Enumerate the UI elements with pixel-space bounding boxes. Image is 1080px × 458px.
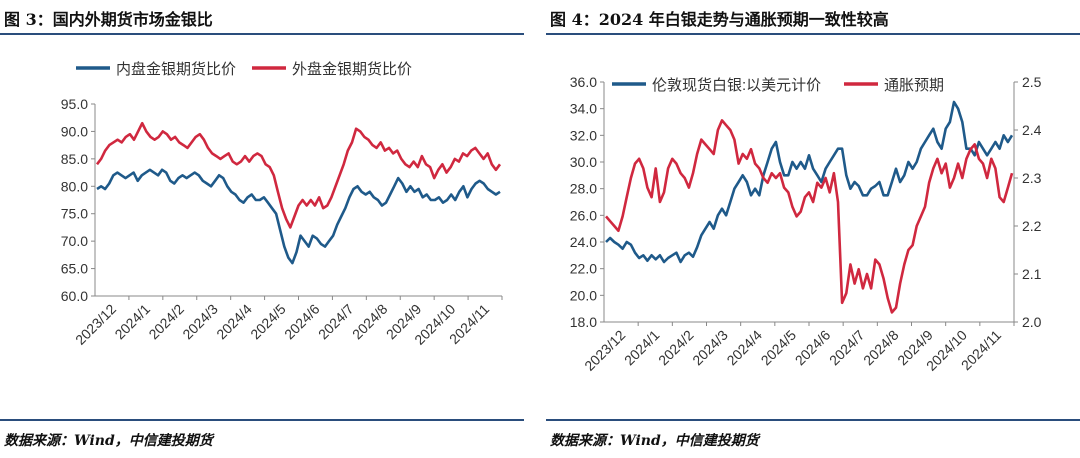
x-tick-label: 2024/5 xyxy=(247,301,289,343)
y-right-tick-label: 2.0 xyxy=(1022,314,1042,330)
figure-3-title-rule xyxy=(0,33,524,35)
y-tick-label: 75.0 xyxy=(61,206,88,222)
y-tick-label: 60.0 xyxy=(61,288,88,304)
legend-label-1: 内盘金银期货比价 xyxy=(116,60,236,78)
figure-3-panel: 图 3：国内外期货市场金银比 95.0 90.0 85.0 80.0 75.0 70.0 6… xyxy=(0,0,524,458)
y-tick-label: 90.0 xyxy=(61,123,88,139)
y-tick-label: 28.0 xyxy=(570,181,597,197)
y-tick-label: 65.0 xyxy=(61,261,88,277)
x-tick-label: 2024/2 xyxy=(655,327,697,369)
x-tick-label: 2024/8 xyxy=(349,301,391,343)
figure-4-panel: 图 4：2024 年白银走势与通胀预期一致性较高 36.0 34.0 32.0 30.… xyxy=(546,0,1080,458)
figure-3-title: 图 3：国内外期货市场金银比 xyxy=(4,10,213,29)
series-line-1 xyxy=(605,100,1014,264)
y-right-tick-label: 2.1 xyxy=(1022,266,1042,282)
figure-4-source-rule xyxy=(546,419,1080,421)
x-tick-label: 2024/8 xyxy=(860,327,902,369)
series-line-1 xyxy=(96,168,501,265)
x-tick-label: 2024/1 xyxy=(621,327,663,369)
y-right-tick-label: 2.4 xyxy=(1022,122,1042,138)
y-tick-label: 70.0 xyxy=(61,233,88,249)
figure-3-source-rule xyxy=(0,419,524,421)
x-tick-label: 2024/3 xyxy=(179,301,221,343)
y-right-tick-label: 2.3 xyxy=(1022,170,1042,186)
y-tick-label: 34.0 xyxy=(570,101,597,117)
x-tick-label: 2024/2 xyxy=(145,301,187,343)
y-tick-label: 95.0 xyxy=(61,96,88,112)
y-tick-label: 26.0 xyxy=(570,207,597,223)
silver-inflation-chart: 36.0 34.0 32.0 30.0 28.0 26.0 24.0 22.0 20.0 18.0… xyxy=(570,74,1042,374)
series-line-2 xyxy=(605,119,1014,314)
x-tick-label: 2024/7 xyxy=(826,327,868,369)
x-tick-label: 2024/4 xyxy=(723,327,765,369)
y-tick-label: 30.0 xyxy=(570,154,597,170)
y-tick-label: 36.0 xyxy=(570,74,597,90)
legend-label-1: 伦敦现货白银:以美元计价 xyxy=(652,77,821,94)
series-line-2 xyxy=(95,121,502,229)
y-tick-label: 80.0 xyxy=(61,178,88,194)
x-tick-label: 2023/12 xyxy=(72,301,119,348)
legend-label-2: 通胀预期 xyxy=(884,77,944,94)
x-tick-label: 2024/3 xyxy=(689,327,731,369)
figure-4-source: 数据来源：Wind，中信建投期货 xyxy=(550,433,759,449)
y-tick-label: 18.0 xyxy=(570,314,597,330)
x-tick-label: 2024/7 xyxy=(315,301,357,343)
gold-silver-ratio-chart: 95.090.085.080.075.070.065.060.02023/122… xyxy=(61,60,503,348)
x-tick-label: 2024/6 xyxy=(281,301,323,343)
figure-3-source: 数据来源：Wind，中信建投期货 xyxy=(4,433,213,449)
y-tick-label: 20.0 xyxy=(570,287,597,303)
x-tick-label: 2024/5 xyxy=(758,327,800,369)
figure-4-title-rule xyxy=(546,33,1080,35)
y-tick-label: 24.0 xyxy=(570,234,597,250)
figure-4-title: 图 4：2024 年白银走势与通胀预期一致性较高 xyxy=(550,10,889,29)
x-tick-label: 2024/6 xyxy=(792,327,834,369)
y-tick-label: 22.0 xyxy=(570,261,597,277)
x-tick-label: 2024/4 xyxy=(213,301,255,343)
y-right-tick-label: 2.2 xyxy=(1022,218,1042,234)
x-tick-label: 2024/1 xyxy=(111,301,153,343)
y-right-tick-label: 2.5 xyxy=(1022,74,1042,90)
legend-label-2: 外盘金银期货比价 xyxy=(292,60,412,78)
y-tick-label: 32.0 xyxy=(570,127,597,143)
x-tick-label: 2023/12 xyxy=(581,327,628,374)
y-tick-label: 85.0 xyxy=(61,151,88,167)
